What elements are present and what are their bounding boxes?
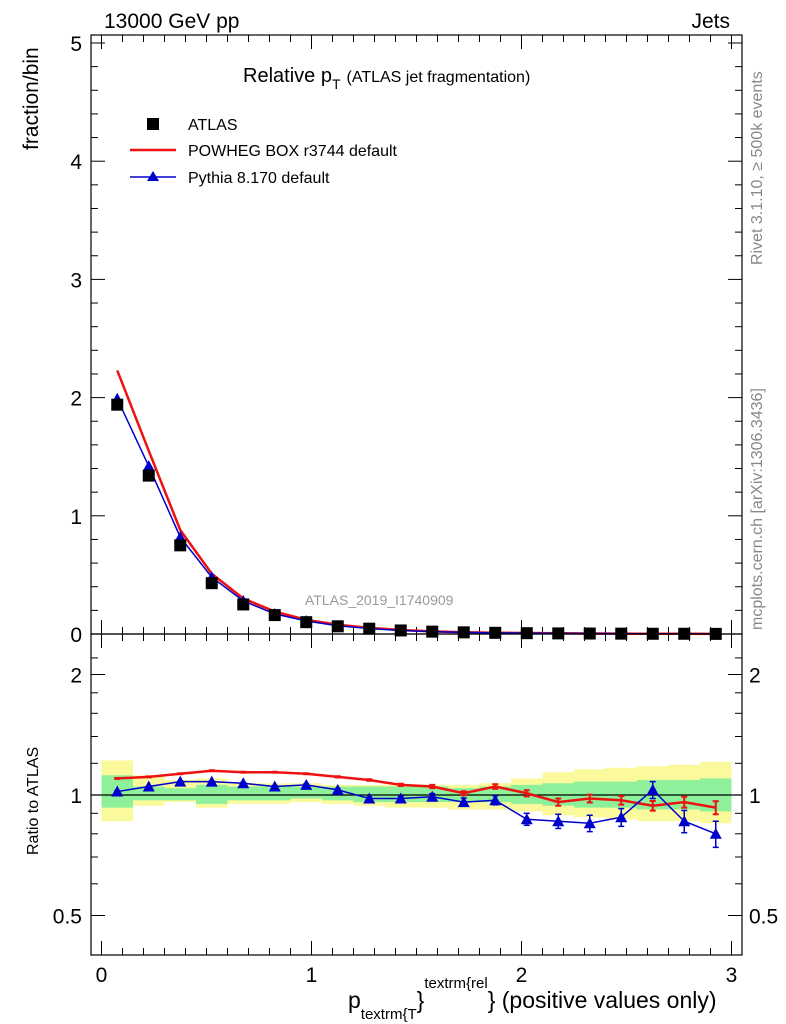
x-tick-label: 3 xyxy=(726,964,738,987)
atlas-point xyxy=(268,609,281,622)
pythia-ratio-point xyxy=(363,792,376,804)
atlas-point xyxy=(300,616,313,629)
x-tick-label: 0 xyxy=(96,964,108,987)
pythia-ratio-point xyxy=(520,813,533,825)
x-axis-label: ptextrm{T}textrm{rel} (positive values o… xyxy=(348,975,717,1023)
legend-pythia-marker xyxy=(147,171,159,181)
pythia-ratio-point xyxy=(457,796,470,808)
atlas-point xyxy=(457,626,470,639)
atlas-point xyxy=(426,625,439,638)
x-tick-label: 1 xyxy=(306,964,318,987)
atlas-point xyxy=(520,627,533,640)
top-marks xyxy=(111,369,722,640)
pythia-ratio-point xyxy=(615,811,628,823)
atlas-point xyxy=(237,598,250,611)
legend-powheg-label: POWHEG BOX r3744 default xyxy=(188,143,398,160)
pythia-ratio-point xyxy=(174,775,187,787)
pythia-point xyxy=(142,460,155,472)
atlas-point xyxy=(205,577,218,590)
atlas-point xyxy=(489,626,502,639)
ratio-ytick-label-right: 0.5 xyxy=(749,906,778,929)
top-ytick-label: 4 xyxy=(70,151,82,174)
ratio-marks xyxy=(111,769,722,849)
atlas-point xyxy=(394,624,407,637)
pythia-ratio-line xyxy=(117,780,717,835)
stat-uncertainty-band xyxy=(227,786,259,801)
legend-atlas-label: ATLAS xyxy=(188,117,238,134)
pythia-ratio-point xyxy=(583,817,596,829)
pythia-ratio-point xyxy=(394,792,407,804)
pythia-ratio-point xyxy=(331,783,344,795)
top-ytick-label: 2 xyxy=(70,388,82,411)
atlas-point xyxy=(174,539,187,552)
ratio-ytick-label-right: 2 xyxy=(749,665,761,688)
main-panel: ATLAS_2019_I1740909 0 1 2 3 4 5 Relative pT (A… xyxy=(20,33,743,647)
pythia-ratio-point xyxy=(268,780,281,792)
top-ytick-label: 5 xyxy=(70,33,82,56)
stat-uncertainty-band xyxy=(290,786,322,799)
pythia-ratio-point xyxy=(426,790,439,802)
x-tick-label: 2 xyxy=(516,964,528,987)
ratio-ytick-label-left: 1 xyxy=(70,785,82,808)
stat-uncertainty-band xyxy=(259,786,291,801)
analysis-watermark: ATLAS_2019_I1740909 xyxy=(305,592,454,608)
chart-title: Relative pT (ATLAS jet fragmentation) xyxy=(243,65,530,92)
powheg-ratio-line xyxy=(117,769,716,809)
legend-pythia-label: Pythia 8.170 default xyxy=(188,170,330,187)
top-ytick-label: 0 xyxy=(70,624,82,647)
stat-uncertainty-band xyxy=(133,786,165,801)
y-axis-label-ratio: Ratio to ATLAS xyxy=(25,747,42,855)
atlas-point xyxy=(331,620,344,633)
ratio-ytick-label-left: 0.5 xyxy=(53,906,82,929)
mcplots-label: mcplots.cern.ch [arXiv:1306.3436] xyxy=(749,388,766,630)
legend-atlas-marker xyxy=(147,118,159,130)
atlas-point xyxy=(363,622,376,635)
ratio-axes: 0.5 0.5 1 1 2 2 0 1 2 3 xyxy=(53,633,778,987)
top-ytick-label: 1 xyxy=(70,506,82,529)
stat-uncertainty-band xyxy=(164,788,196,801)
header-right: Jets xyxy=(691,10,730,33)
pythia-ratio-point xyxy=(300,778,313,790)
ratio-bands xyxy=(91,760,742,824)
pythia-ratio-point xyxy=(237,777,250,789)
pythia-ratio-point xyxy=(552,815,565,827)
pythia-point xyxy=(174,531,187,543)
ratio-ytick-label-left: 2 xyxy=(70,665,82,688)
top-ytick-label: 3 xyxy=(70,269,82,292)
top-axes: 0 1 2 3 4 5 xyxy=(70,33,743,647)
rivet-label: Rivet 3.1.10, ≥ 500k events xyxy=(749,71,766,265)
pythia-ratio-point xyxy=(489,794,502,806)
ratio-panel: 0.5 0.5 1 1 2 2 0 1 2 3 Ratio to ATLAS ptextrm{T}… xyxy=(25,633,778,1023)
atlas-point xyxy=(111,398,124,411)
pythia-ratio-point xyxy=(205,775,218,787)
header-left: 13000 GeV pp xyxy=(104,10,239,33)
ratio-ytick-label-right: 1 xyxy=(749,785,761,808)
stat-uncertainty-band xyxy=(196,784,228,804)
y-axis-label-top: fraction/bin xyxy=(20,47,43,150)
pythia-ratio-point xyxy=(646,783,659,795)
atlas-point xyxy=(142,469,155,482)
pythia-ratio-point xyxy=(678,815,691,827)
legend: ATLAS POWHEG BOX r3744 default Pythia 8.… xyxy=(130,117,398,187)
pythia-ratio-point xyxy=(709,827,722,839)
pythia-ratio-point xyxy=(142,780,155,792)
pythia-ratio-point xyxy=(111,785,124,797)
